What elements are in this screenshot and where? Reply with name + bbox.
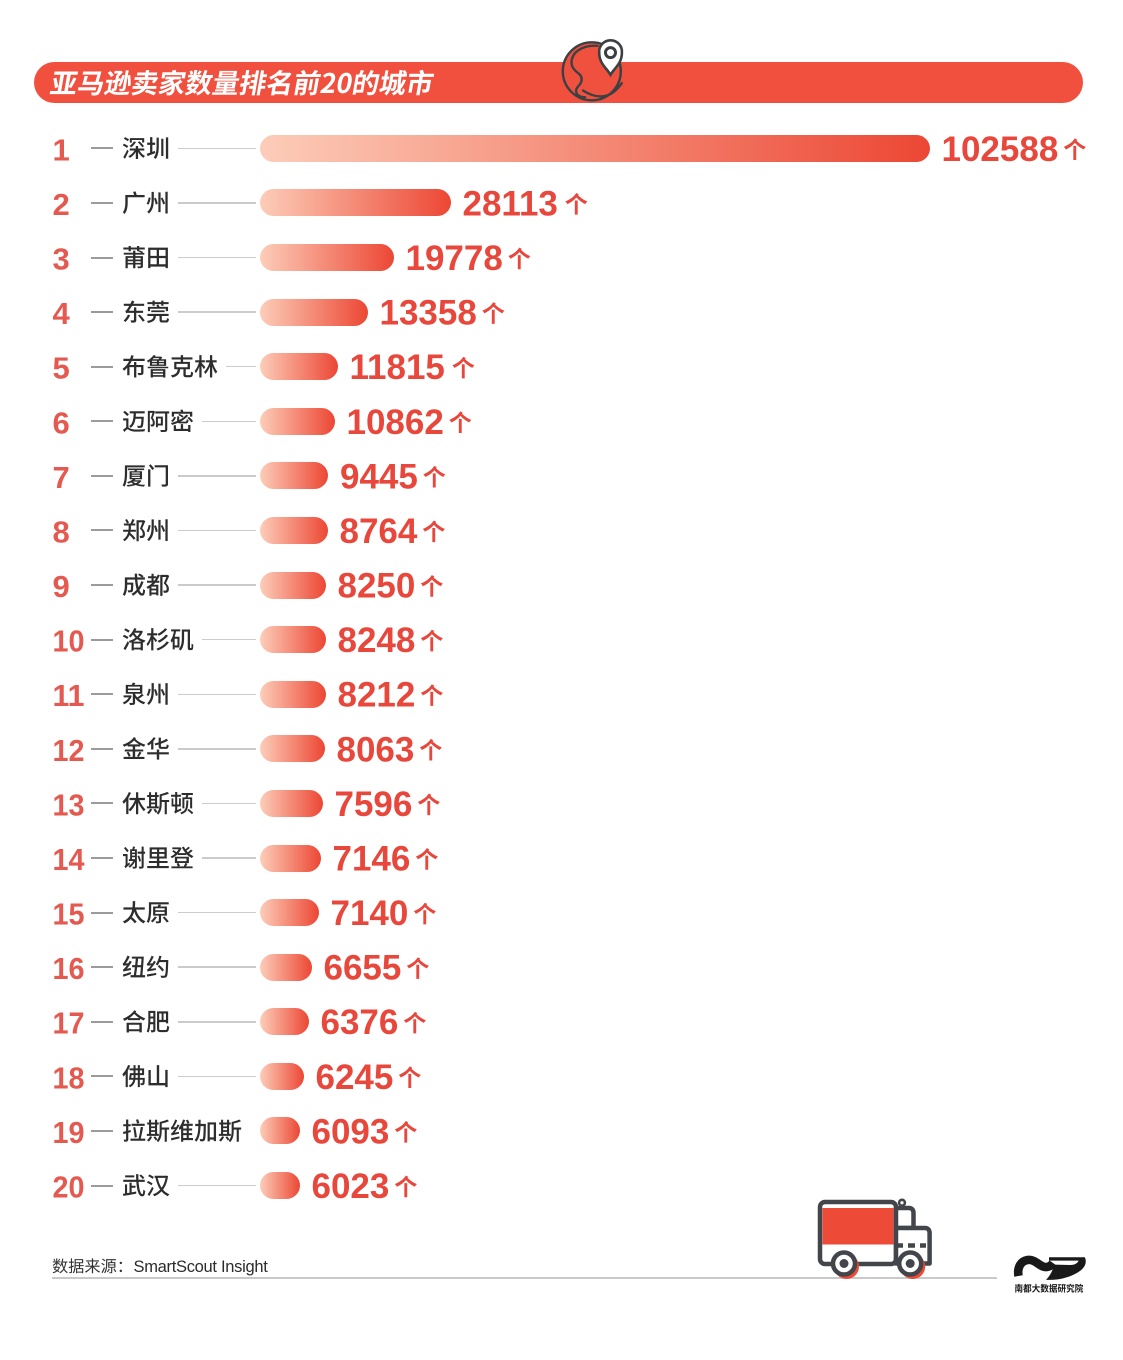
svg-text:7140: 7140 (331, 894, 409, 933)
svg-text:8: 8 (53, 514, 70, 549)
svg-text:28113: 28113 (463, 184, 558, 223)
svg-text:6: 6 (53, 405, 70, 440)
svg-text:13358: 13358 (380, 294, 477, 333)
svg-text:16: 16 (53, 951, 85, 986)
svg-text:19: 19 (53, 1115, 85, 1150)
svg-text:102588: 102588 (942, 130, 1059, 169)
svg-text:8248: 8248 (338, 621, 416, 660)
svg-text:9: 9 (53, 569, 70, 604)
svg-text:4: 4 (53, 296, 71, 331)
svg-text:9445: 9445 (340, 457, 418, 496)
svg-text:3: 3 (53, 242, 70, 277)
svg-text:8250: 8250 (338, 567, 416, 606)
svg-text:20: 20 (53, 1170, 85, 1205)
svg-text:10: 10 (53, 624, 85, 659)
svg-text:6245: 6245 (316, 1058, 394, 1097)
svg-text:7596: 7596 (335, 785, 413, 824)
svg-text:5: 5 (53, 351, 70, 386)
svg-text:13: 13 (53, 787, 85, 822)
svg-text:17: 17 (53, 1006, 85, 1041)
svg-text:6655: 6655 (324, 949, 402, 988)
svg-text:11: 11 (53, 678, 85, 713)
svg-text:6093: 6093 (312, 1112, 390, 1151)
svg-text:6023: 6023 (312, 1167, 390, 1206)
svg-text:18: 18 (53, 1060, 85, 1095)
svg-text:8212: 8212 (338, 676, 416, 715)
svg-text:8764: 8764 (340, 512, 418, 551)
svg-text:19778: 19778 (406, 239, 503, 278)
svg-text:15: 15 (53, 897, 85, 932)
svg-text:10862: 10862 (347, 403, 444, 442)
svg-text:7: 7 (53, 460, 70, 495)
svg-text:SmartScout Insight: SmartScout Insight (134, 1258, 269, 1276)
svg-text:14: 14 (53, 842, 86, 877)
svg-text:12: 12 (53, 733, 85, 768)
svg-text:8063: 8063 (337, 730, 415, 769)
svg-text:7146: 7146 (333, 840, 411, 879)
svg-text:6376: 6376 (321, 1003, 399, 1042)
svg-text:1: 1 (53, 132, 70, 167)
svg-text:11815: 11815 (350, 348, 445, 387)
svg-text:2: 2 (53, 187, 70, 222)
